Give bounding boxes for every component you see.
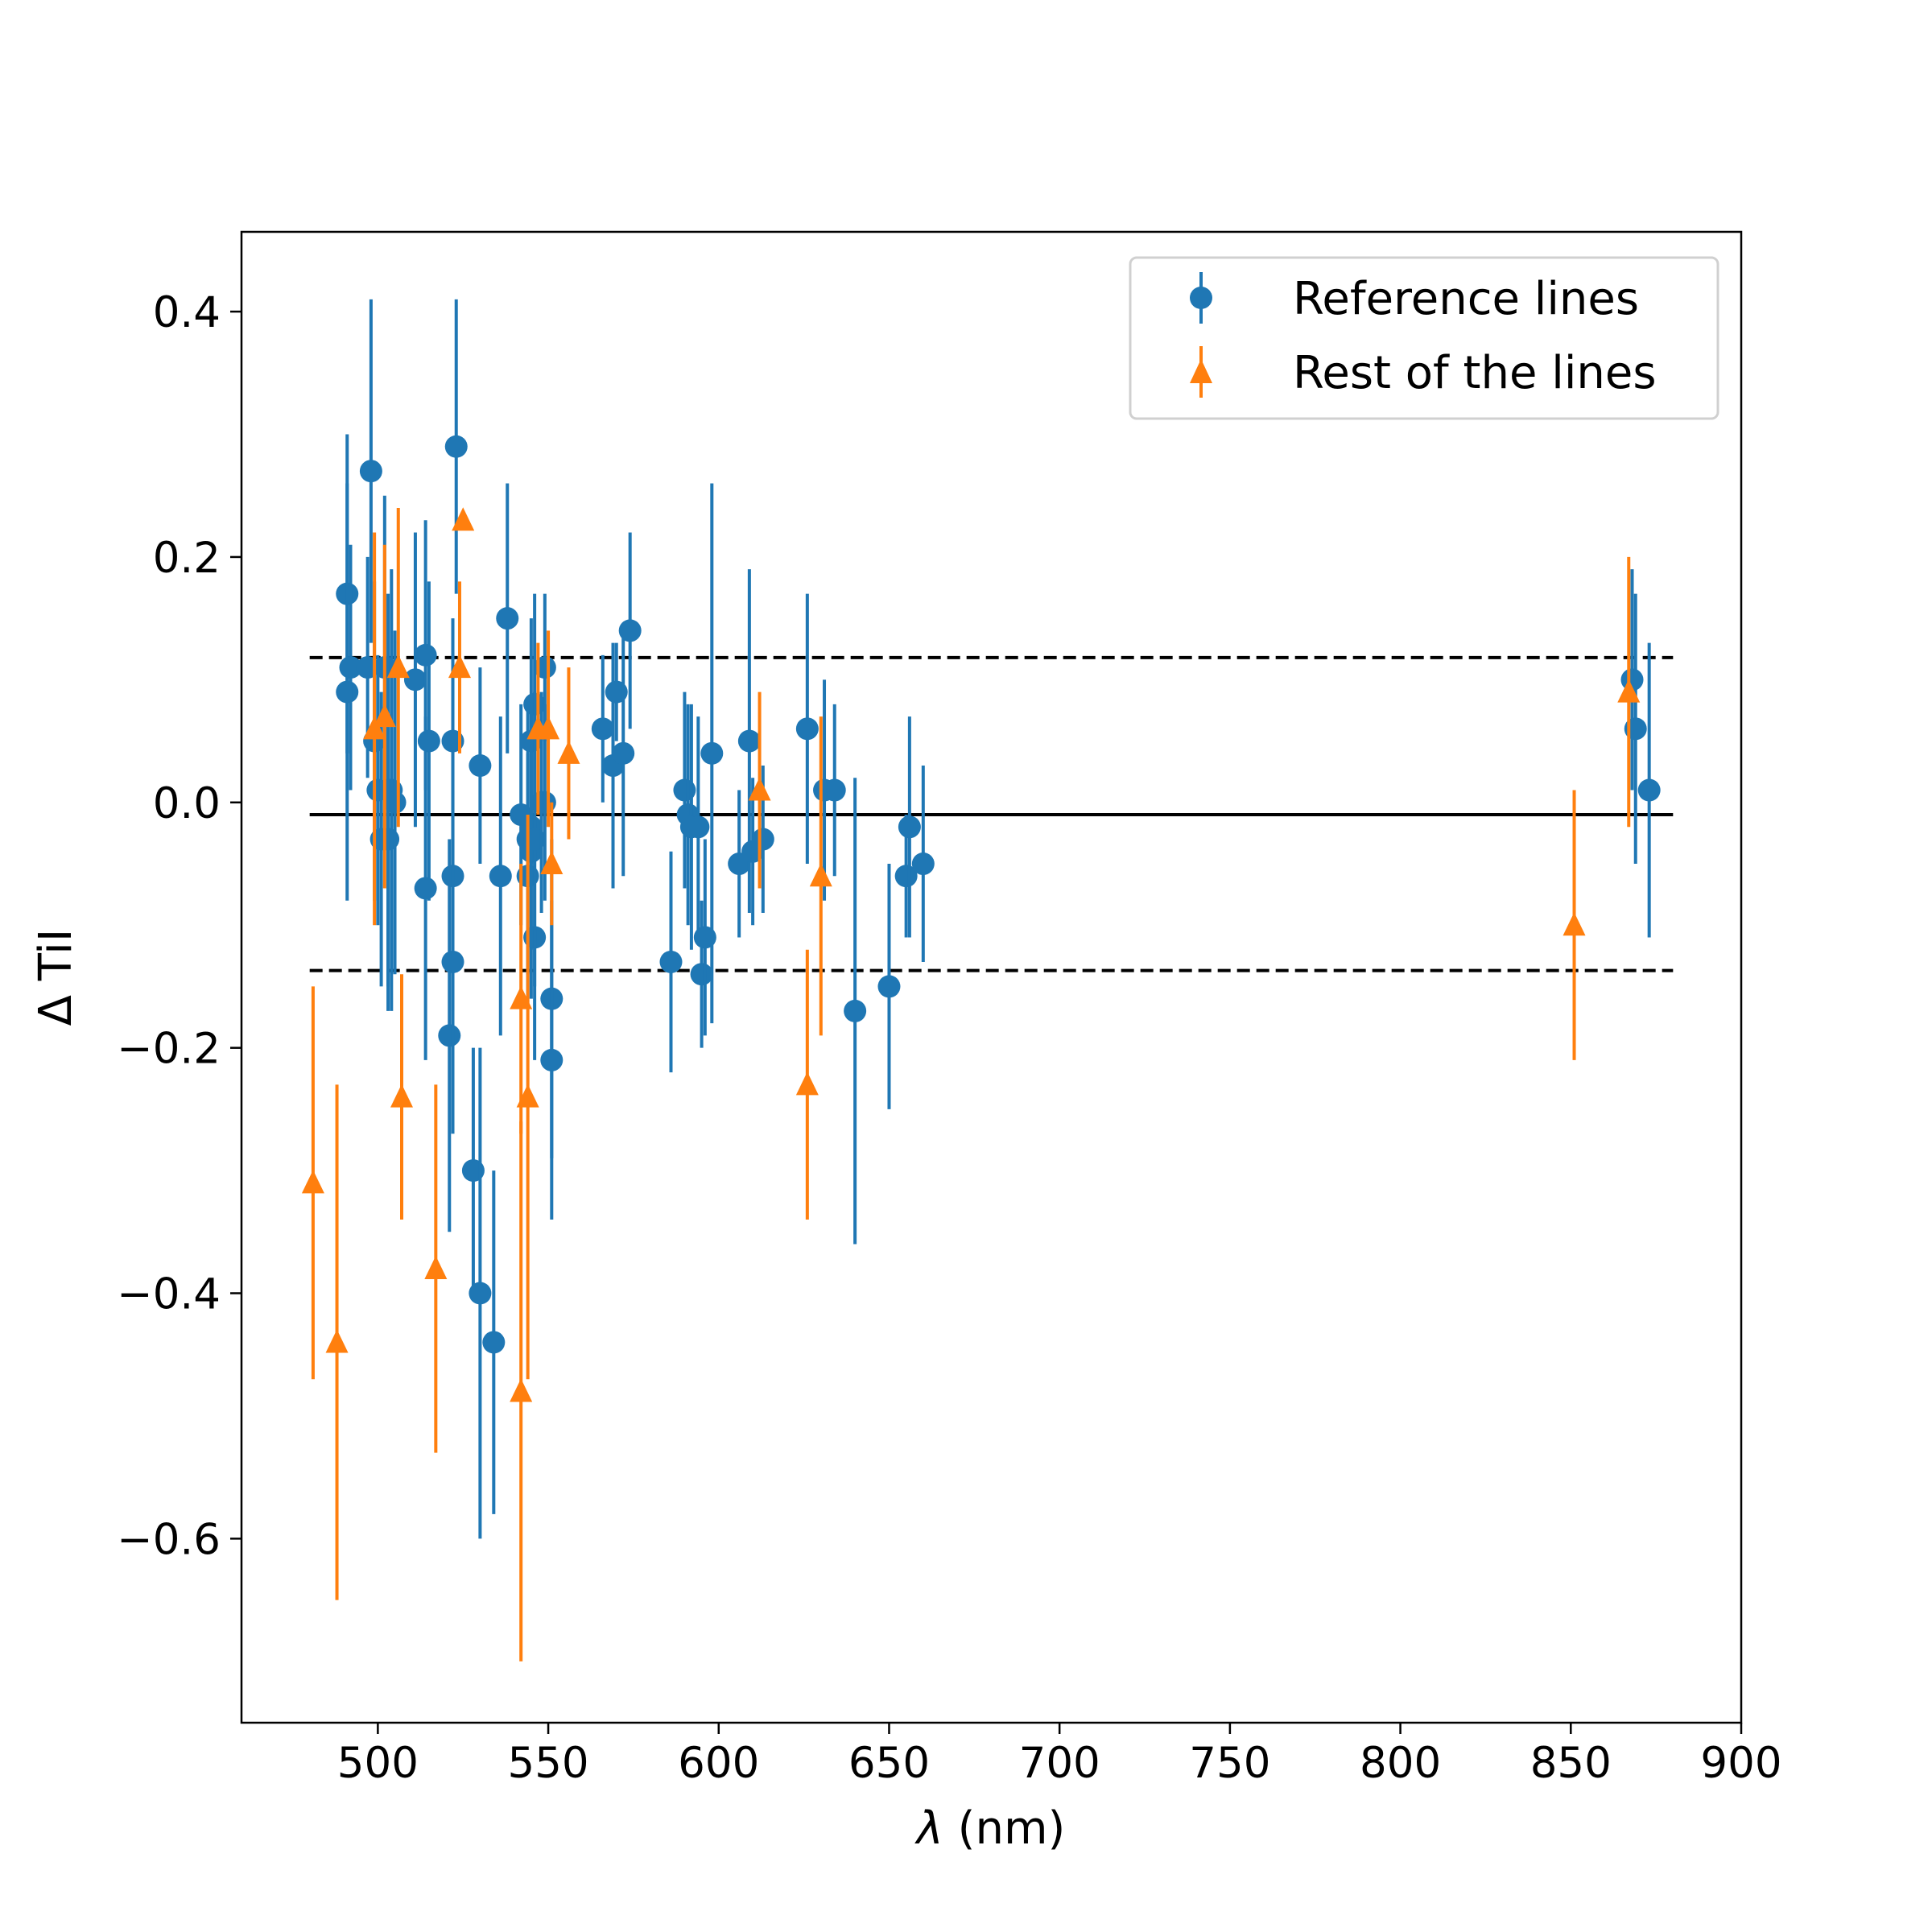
x-tick-label: 700: [1019, 1739, 1100, 1788]
data-point: [700, 741, 724, 765]
data-point: [339, 656, 362, 679]
data-point: [894, 865, 918, 888]
x-axis-label-symbol: λ: [914, 1802, 943, 1855]
data-point: [659, 950, 683, 973]
y-tick-label: −0.6: [117, 1515, 221, 1564]
legend-item-reference-lines: Reference lines: [1190, 272, 1639, 325]
data-point: [424, 1256, 448, 1280]
data-point: [469, 754, 492, 778]
x-tick-label: 550: [507, 1739, 588, 1788]
data-point: [325, 1329, 349, 1353]
data-point: [489, 865, 512, 888]
data-point: [877, 975, 901, 998]
data-point: [809, 863, 832, 887]
data-point: [438, 1024, 461, 1047]
x-tick-label: 900: [1700, 1739, 1781, 1788]
legend-label-reference: Reference lines: [1293, 273, 1639, 325]
data-point: [516, 1084, 539, 1108]
legend-item-rest-of-lines: Rest of the lines: [1190, 346, 1657, 399]
axes-layer: 500 550 600 650 700 750 800 850 900 0.4 0.2 0.0 −0.2…: [117, 288, 1781, 1788]
data-point: [441, 950, 464, 973]
data-point: [403, 668, 427, 691]
data-point: [444, 435, 468, 458]
data-point: [469, 1282, 492, 1305]
data-point: [373, 704, 396, 728]
x-tick-label: 500: [337, 1739, 419, 1788]
data-point: [751, 828, 774, 851]
data-point: [359, 460, 382, 483]
data-point: [1617, 679, 1641, 703]
data-point: [383, 791, 407, 814]
data-point: [591, 717, 614, 741]
data-point: [540, 851, 564, 875]
x-tick-label: 650: [848, 1739, 930, 1788]
plot-frame: [240, 230, 1743, 1724]
data-point: [336, 680, 359, 704]
data-point: [1563, 912, 1586, 936]
data-point: [748, 777, 771, 801]
data-point: [414, 877, 437, 900]
data-point: [618, 619, 642, 642]
data-point: [1637, 778, 1661, 802]
data-point: [510, 1378, 533, 1402]
x-axis-label-unit: (nm): [943, 1802, 1066, 1855]
data-point: [496, 607, 519, 630]
x-axis-label: λ (nm): [914, 1802, 1066, 1855]
data-point: [690, 963, 713, 986]
data-point: [795, 1071, 819, 1096]
data-point: [612, 741, 635, 765]
legend-label-rest: Rest of the lines: [1293, 347, 1657, 399]
x-tick-label: 850: [1530, 1739, 1612, 1788]
data-point: [452, 507, 475, 531]
data-point: [417, 729, 440, 753]
data-point: [795, 717, 819, 741]
data-point: [737, 729, 761, 753]
legend-marker-reference: [1190, 287, 1212, 309]
data-point: [557, 740, 580, 764]
legend-frame: [1129, 256, 1719, 420]
series-layer: [301, 299, 1661, 1662]
data-point: [414, 643, 437, 667]
data-point: [823, 778, 846, 802]
legend-marker-rest: [1190, 359, 1212, 383]
data-point: [482, 1331, 506, 1354]
y-tick-label: −0.2: [117, 1025, 221, 1074]
y-tick-label: 0.2: [153, 534, 221, 583]
y-tick-label: −0.4: [117, 1270, 221, 1319]
data-point: [844, 999, 867, 1022]
data-point: [390, 1084, 414, 1108]
data-point: [363, 716, 386, 740]
x-tick-label: 600: [678, 1739, 759, 1788]
data-point: [537, 716, 560, 740]
data-point: [448, 654, 471, 679]
series-reference-lines: [336, 299, 1661, 1539]
data-point: [540, 1048, 564, 1071]
data-point: [911, 852, 935, 876]
data-point: [898, 815, 921, 839]
y-tick-label: 0.4: [153, 288, 221, 337]
x-tick-label: 800: [1360, 1739, 1441, 1788]
y-tick-label: 0.0: [153, 779, 221, 828]
data-point: [687, 815, 710, 839]
data-point: [301, 1170, 324, 1194]
y-axis-label: Δ TiI: [30, 929, 82, 1026]
x-tick-label: 750: [1189, 1739, 1270, 1788]
data-point: [386, 654, 410, 679]
series-rest-of-the-lines: [301, 507, 1641, 1662]
legend: Reference lines Rest of the lines: [1129, 256, 1719, 420]
